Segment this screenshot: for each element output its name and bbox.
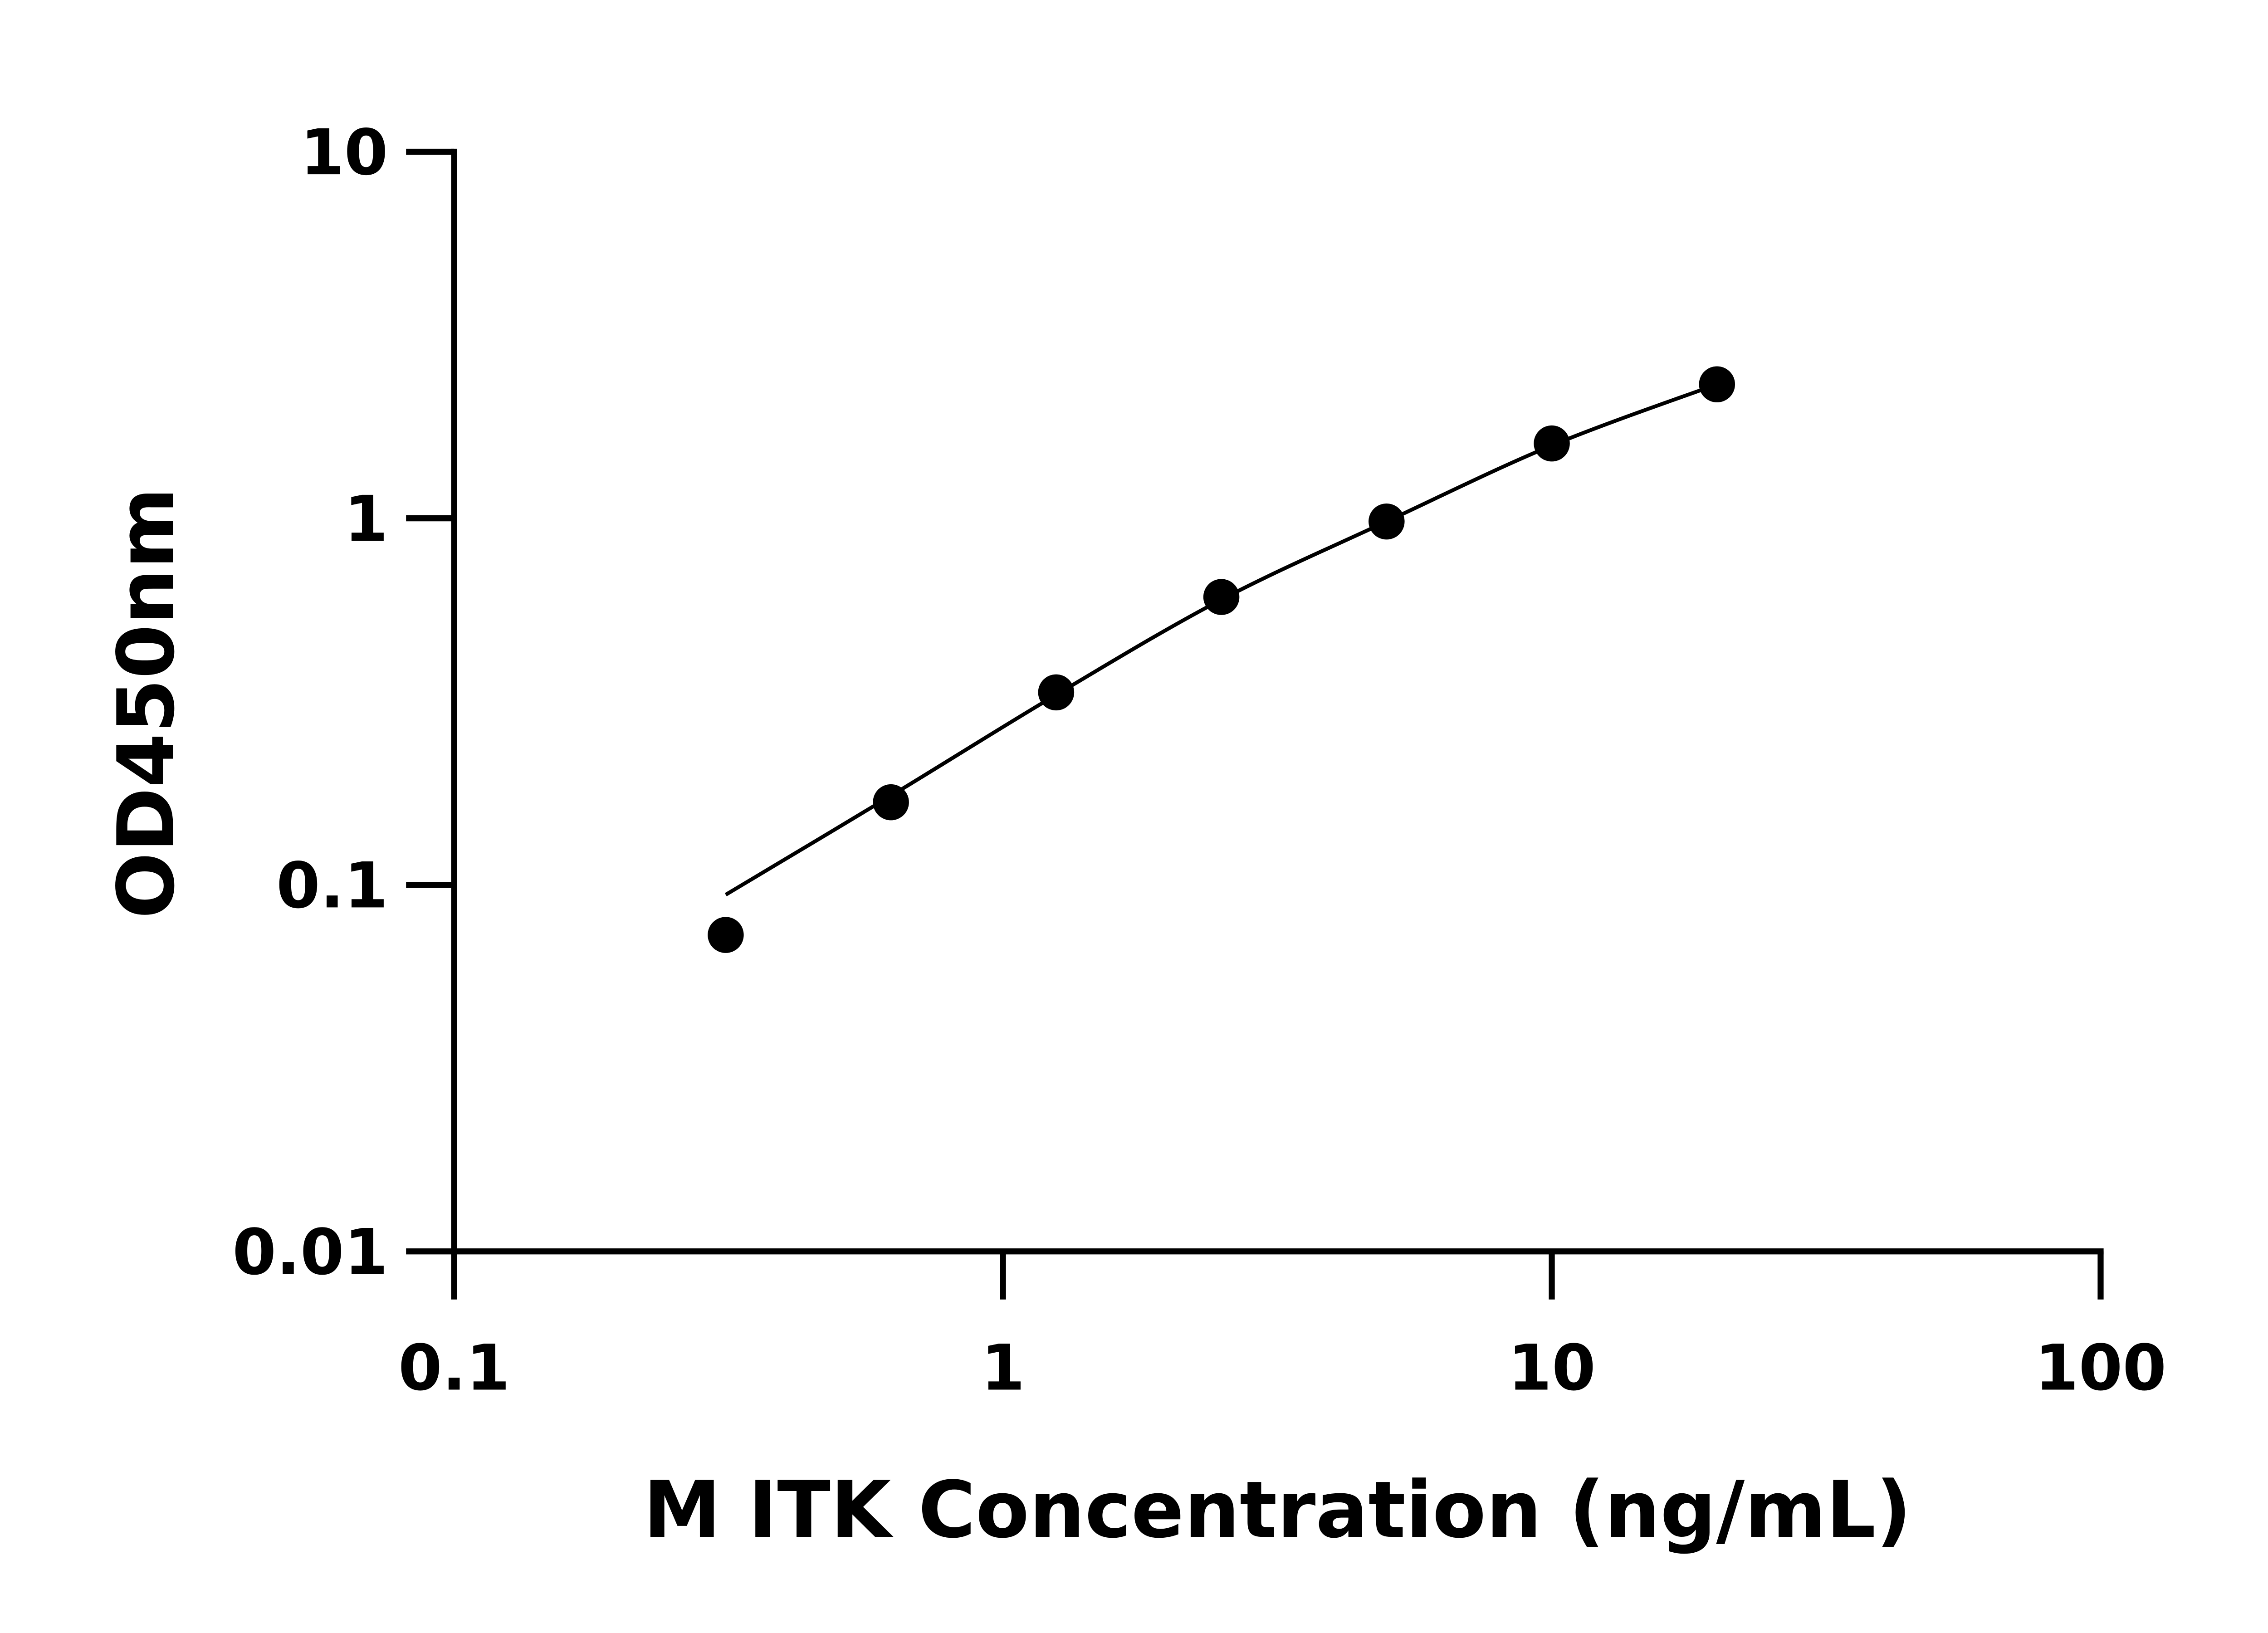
x-tick-label: 1: [981, 1331, 1025, 1404]
data-point: [1038, 674, 1075, 711]
data-points: [708, 366, 1735, 953]
y-tick-label: 10: [300, 116, 388, 189]
x-tick-label: 10: [1508, 1331, 1596, 1404]
fit-curve: [724, 382, 1718, 896]
data-point: [708, 917, 744, 953]
data-point: [873, 784, 909, 821]
data-point: [1534, 425, 1570, 462]
x-tick-label: 0.1: [398, 1331, 510, 1404]
data-point: [1369, 503, 1405, 540]
y-axis-label: OD450nm: [101, 488, 192, 919]
x-axis-label: M ITK Concentration (ng/mL): [643, 1464, 1911, 1555]
x-tick-label: 100: [2035, 1331, 2166, 1404]
y-tick-label: 1: [344, 482, 388, 556]
y-tick-label: 0.1: [276, 849, 388, 922]
y-tick-label: 0.01: [232, 1215, 388, 1289]
data-point: [1203, 579, 1240, 615]
data-point: [1699, 366, 1735, 402]
